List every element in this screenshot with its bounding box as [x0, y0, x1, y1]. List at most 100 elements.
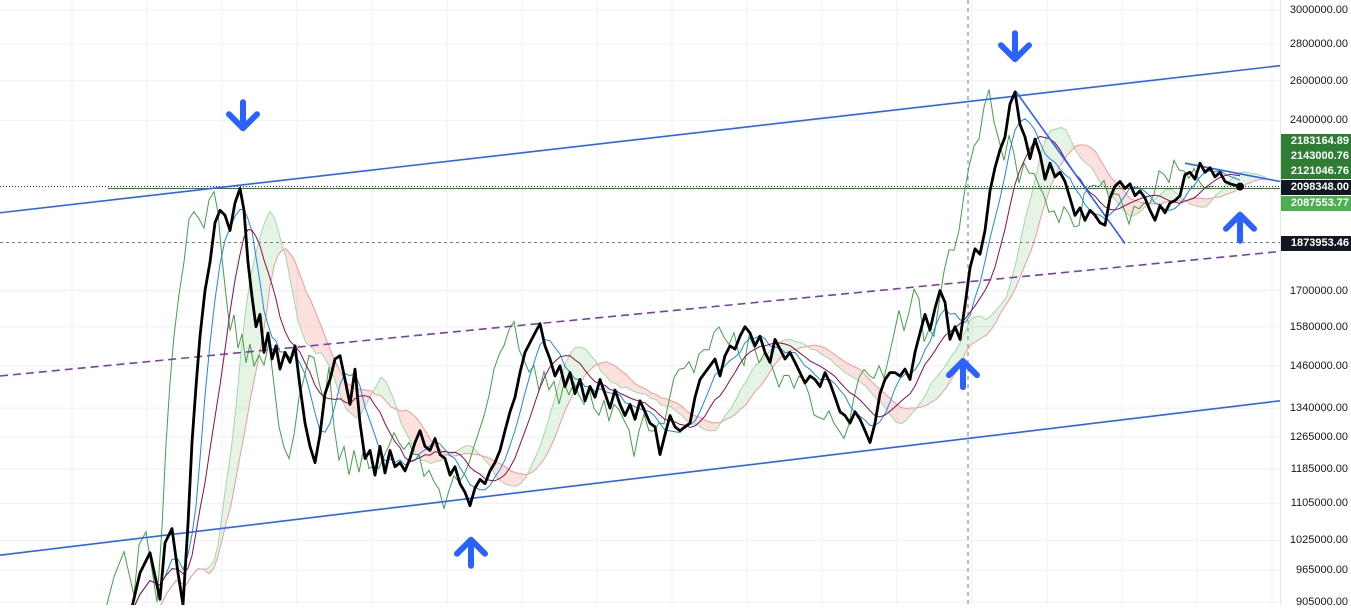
- cloud-segment: [236, 352, 241, 479]
- price-tick-label: 1265000.00: [1289, 430, 1348, 443]
- cloud-segment: [1121, 187, 1126, 213]
- cloud-segment: [1206, 198, 1211, 207]
- cloud-segment: [901, 407, 906, 424]
- price-tick-label: 1700000.00: [1289, 284, 1348, 297]
- chart-area[interactable]: [0, 0, 1280, 605]
- cloud-segment: [671, 400, 676, 412]
- trendlines[interactable]: [0, 64, 1280, 556]
- price-series: [131, 90, 1244, 605]
- cloud-segment: [1201, 198, 1206, 208]
- price-tick-label: 1025000.00: [1289, 534, 1348, 547]
- cloud-segment: [294, 258, 298, 321]
- senkou-span-a: [160, 126, 1267, 605]
- arrow-markers[interactable]: [226, 30, 1257, 569]
- cloud-segment: [751, 364, 756, 398]
- cloud-segment: [416, 417, 421, 461]
- up-arrow[interactable]: [946, 358, 980, 391]
- down-arrow[interactable]: [998, 30, 1032, 63]
- cloud-segment: [376, 377, 381, 396]
- cloud-segment: [226, 451, 231, 524]
- cloud-segment: [601, 361, 606, 377]
- cloud-segment: [209, 560, 214, 574]
- cloud-segment: [936, 371, 941, 400]
- cloud-segment: [926, 383, 931, 406]
- cloud-segment: [321, 325, 326, 361]
- cloud-segment: [1221, 184, 1226, 197]
- cloud-segment: [451, 451, 456, 457]
- cloud-segment: [274, 217, 278, 267]
- chart-canvas[interactable]: [0, 0, 1280, 605]
- cloud-segment: [531, 455, 536, 473]
- cloud-segment: [1026, 196, 1031, 263]
- down-arrow[interactable]: [226, 99, 260, 132]
- cloud-segment: [1156, 194, 1161, 205]
- cloud-segment: [1031, 176, 1036, 251]
- cloud-segment: [1126, 193, 1131, 217]
- cloud-segment: [1096, 152, 1101, 184]
- cloud-segment: [256, 233, 261, 372]
- cloud-segment: [881, 390, 886, 409]
- price-tag: 2143000.76: [1281, 149, 1351, 164]
- cloud-segment: [726, 408, 731, 420]
- cloud-segment: [290, 253, 294, 300]
- cloud-segment: [1086, 145, 1091, 167]
- cloud-segment: [846, 362, 851, 377]
- cloud-segment: [381, 377, 386, 402]
- cloud-segment: [921, 394, 926, 408]
- cloud-segment: [311, 301, 316, 354]
- cloud-segment: [941, 365, 946, 395]
- lower-channel[interactable]: [0, 400, 1280, 556]
- cloud-segment: [621, 370, 626, 389]
- cloud-segment: [1036, 153, 1041, 236]
- cloud-segment: [1006, 281, 1011, 305]
- price-axis[interactable]: 3000000.00 2800000.00 2600000.00 2400000.00…: [1280, 0, 1351, 608]
- grid: [0, 0, 1280, 605]
- up-arrow[interactable]: [1223, 211, 1257, 244]
- price-tag: 2098348.00: [1281, 180, 1351, 195]
- cloud-segment: [581, 347, 586, 382]
- cloud-segment: [1161, 189, 1166, 204]
- up-arrow[interactable]: [454, 536, 488, 569]
- cloud-segment: [706, 420, 711, 431]
- cloud-segment: [851, 365, 856, 380]
- cloud-segment: [1011, 262, 1016, 297]
- cloud-segment: [971, 316, 976, 345]
- cloud-segment: [501, 464, 506, 485]
- cloud-segment: [756, 360, 761, 391]
- cloud-segment: [591, 355, 596, 370]
- cloud-segment: [891, 399, 896, 423]
- price-tick-label: 1580000.00: [1289, 320, 1348, 333]
- cloud-segment: [1016, 237, 1021, 288]
- price-tick-label: 965000.00: [1296, 564, 1348, 577]
- cloud-segment: [1136, 200, 1141, 215]
- mid-channel[interactable]: [0, 250, 1280, 377]
- cloud-segment: [731, 399, 736, 418]
- price-tag: 1873953.46: [1281, 236, 1351, 251]
- cloud-segment: [231, 406, 236, 506]
- cloud-segment: [1191, 198, 1196, 206]
- cloud-segment: [516, 472, 521, 487]
- chikou-span: [106, 89, 1215, 605]
- cloud-segment: [1166, 189, 1171, 203]
- cloud-segment: [1066, 129, 1071, 157]
- cloud-segment: [626, 374, 631, 391]
- cloud-segment: [861, 370, 866, 387]
- cloud-segment: [1021, 215, 1026, 275]
- cloud-segment: [1196, 198, 1201, 208]
- price-line: [131, 90, 1241, 605]
- upper-channel[interactable]: [0, 64, 1280, 214]
- cloud-segment: [661, 397, 666, 407]
- cloud-segment: [646, 389, 651, 399]
- cloud-segment: [736, 389, 741, 414]
- price-tick-label: 1105000.00: [1290, 497, 1348, 510]
- cloud-segment: [270, 211, 274, 287]
- cloud-segment: [931, 377, 936, 403]
- cloud-segment: [631, 379, 636, 393]
- price-tag: 2087553.77: [1281, 196, 1351, 211]
- cloud-segment: [511, 470, 516, 487]
- cloud-segment: [616, 366, 621, 389]
- price-tick-label: 2600000.00: [1289, 74, 1348, 87]
- cloud-segment: [741, 381, 746, 409]
- cloud-segment: [611, 363, 616, 384]
- cloud-segment: [401, 409, 406, 433]
